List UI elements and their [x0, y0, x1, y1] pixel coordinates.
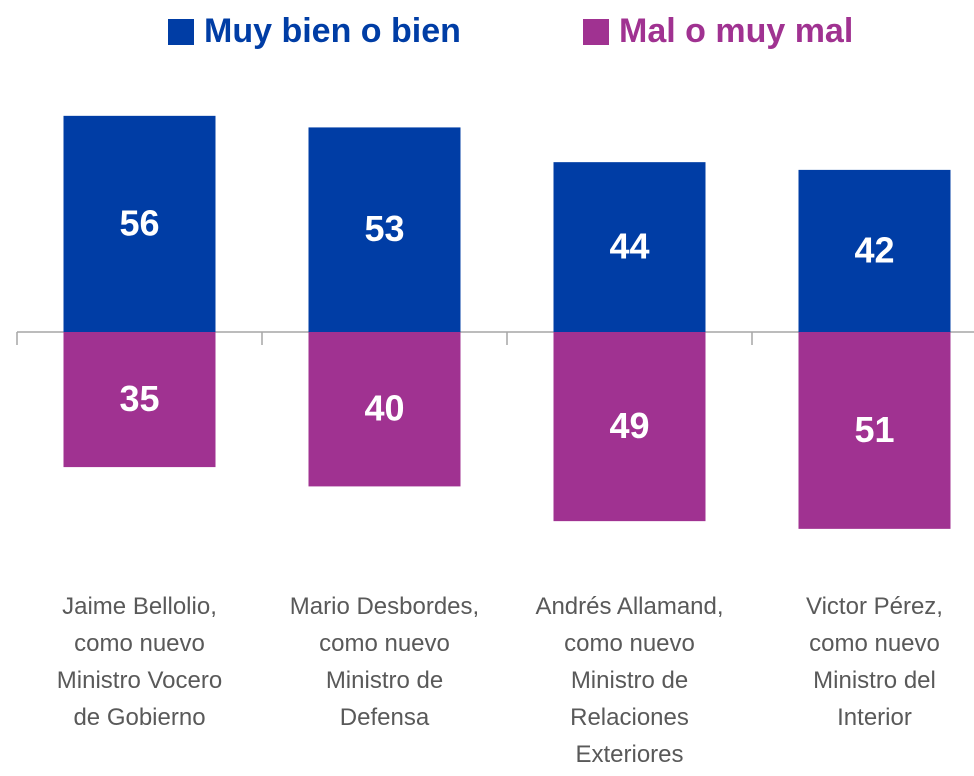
bar [553, 162, 706, 332]
bar [63, 115, 216, 332]
x-tick-label: Andrés Allamand, como nuevo Ministro de … [535, 593, 724, 768]
data-label: 49 [609, 405, 649, 446]
bar [553, 332, 706, 522]
x-tick-label: Victor Pérez, como nuevo Ministro del In… [806, 593, 943, 731]
bar [308, 332, 461, 487]
bar [63, 332, 216, 468]
bar [308, 127, 461, 332]
data-label: 53 [364, 208, 404, 249]
legend-label: Muy bien o bien [204, 12, 461, 50]
bar [798, 332, 951, 529]
bar [798, 169, 951, 332]
x-tick-label: Jaime Bellolio, como nuevo Ministro Voce… [56, 593, 223, 731]
x-tick-label: Mario Desbordes, como nuevo Ministro de … [289, 593, 480, 731]
data-label: 42 [854, 229, 894, 270]
data-label: 40 [364, 388, 404, 429]
legend-label: Mal o muy mal [619, 12, 853, 50]
legend-swatch [583, 19, 609, 45]
legend-swatch [168, 19, 194, 45]
data-label: 51 [854, 409, 894, 450]
data-label: 44 [609, 226, 649, 267]
data-label: 35 [119, 378, 159, 419]
data-label: 56 [119, 202, 159, 243]
